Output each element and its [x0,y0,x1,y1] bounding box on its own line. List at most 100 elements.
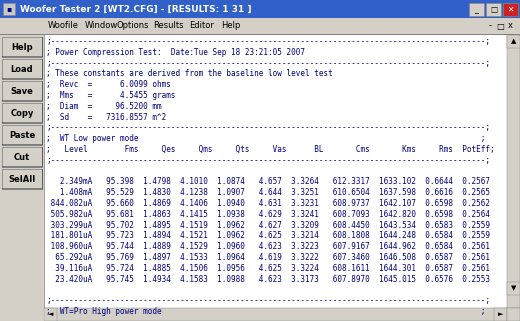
Bar [2,37,3,57]
Bar [2,169,42,189]
Bar [2,147,3,167]
Bar [2,125,3,145]
Bar [42,37,43,57]
Bar [2,37,42,38]
Bar [2,103,3,123]
Bar [2,166,42,167]
Text: ;  WT Low power mode                                                            : ; WT Low power mode [46,134,485,143]
Bar [42,147,43,167]
Text: ◄: ◄ [48,311,53,317]
Bar [2,81,42,82]
Text: ;-------------------------------------------------------------------------------: ;---------------------------------------… [46,59,490,68]
Bar [2,125,42,145]
Text: ►: ► [498,311,503,317]
Bar [2,122,42,123]
Bar [2,81,3,101]
Text: ;-------------------------------------------------------------------------------: ;---------------------------------------… [46,156,490,165]
Text: ;  WT=Pro High power mode                                                       : ; WT=Pro High power mode [46,307,485,316]
Bar [494,308,507,321]
Bar [2,125,42,126]
Bar [2,188,42,189]
Bar [2,147,42,167]
Bar [44,35,45,308]
Text: ; These constants are derived from the baseline low level test: ; These constants are derived from the b… [46,69,333,78]
Text: ;  Diam  =     96.5200 mm: ; Diam = 96.5200 mm [46,102,162,111]
Bar [2,169,3,189]
Bar [507,308,520,321]
Bar [2,37,42,57]
Bar [486,3,501,16]
Bar [2,147,42,167]
Bar [2,59,42,79]
Bar [2,37,42,57]
Bar [507,282,520,295]
Bar [2,144,42,145]
Text: Options: Options [116,22,149,30]
Text: _: _ [475,5,478,14]
Bar [2,81,42,101]
Bar [42,103,43,123]
Text: ▼: ▼ [511,285,516,291]
Text: Results: Results [153,22,184,30]
Text: 108.960uA   95.744  1.4889  4.1529  1.0960   4.623  3.3223   607.9167  1644.962 : 108.960uA 95.744 1.4889 4.1529 1.0960 4.… [46,242,490,251]
Bar [3,3,15,15]
Bar [0,0,520,18]
Text: x: x [508,22,513,30]
Text: ;-------------------------------------------------------------------------------: ;---------------------------------------… [46,123,490,132]
Bar [2,100,42,101]
Text: 65.292uA   95.769  1.4897  4.1533  1.0964   4.619  3.3222   607.3460  1646.508  : 65.292uA 95.769 1.4897 4.1533 1.0964 4.6… [46,253,490,262]
Bar [2,59,42,79]
Bar [42,59,43,79]
Text: Save: Save [10,86,33,96]
Text: Woofer Tester 2 [WT2.CFG] - [RESULTS: 1 31 ]: Woofer Tester 2 [WT2.CFG] - [RESULTS: 1 … [20,4,252,13]
Bar [2,169,42,189]
Text: ▲: ▲ [511,39,516,45]
Bar [507,35,520,308]
Text: 1.408mA   95.529  1.4830  4.1238  1.0907   4.644  3.3251   610.6504  1637.598  0: 1.408mA 95.529 1.4830 4.1238 1.0907 4.64… [46,188,490,197]
Bar [44,308,507,321]
Text: ▪: ▪ [6,4,11,13]
Bar [2,56,42,57]
Text: Paste: Paste [9,131,35,140]
Bar [0,18,520,34]
Bar [44,35,507,308]
Text: Cut: Cut [14,152,30,161]
Text: Editor: Editor [189,22,214,30]
Text: ;  Revc  =      6.0099 ohms: ; Revc = 6.0099 ohms [46,80,171,89]
Bar [0,308,44,321]
Text: ; Power Compression Test:  Date:Tue Sep 18 23:21:05 2007: ; Power Compression Test: Date:Tue Sep 1… [46,48,305,57]
Bar [42,81,43,101]
Bar [2,125,42,145]
Text: ;   Level        Fms     Qes     Qms     Qts     Vas      BL       Cms       Kms: ; Level Fms Qes Qms Qts Vas BL Cms Kms [46,145,495,154]
Bar [44,308,57,321]
Text: 181.801uA   95.723  1.4894  4.1521  1.0962   4.625  3.3214   608.1808  1644.248 : 181.801uA 95.723 1.4894 4.1521 1.0962 4.… [46,231,490,240]
Bar [2,103,42,123]
Text: ✕: ✕ [508,5,514,14]
Text: 844.082uA   95.660  1.4869  4.1406  1.0940   4.631  3.3231   608.9737  1642.107 : 844.082uA 95.660 1.4869 4.1406 1.0940 4.… [46,199,490,208]
Bar [0,34,520,35]
Bar [2,78,42,79]
Bar [503,3,518,16]
Text: 23.420uA   95.745  1.4934  4.1583  1.0988   4.623  3.3173   607.8970  1645.015  : 23.420uA 95.745 1.4934 4.1583 1.0988 4.6… [46,274,490,283]
Text: Woofile: Woofile [48,22,79,30]
Text: 505.982uA   95.681  1.4863  4.1415  1.0938   4.629  3.3241   608.7093  1642.820 : 505.982uA 95.681 1.4863 4.1415 1.0938 4.… [46,210,490,219]
Text: 303.299uA   95.702  1.4895  4.1519  1.0962   4.627  3.3209   608.4450  1643.534 : 303.299uA 95.702 1.4895 4.1519 1.0962 4.… [46,221,490,230]
Bar [2,59,42,60]
Text: ;  Sd    =   7316.8557 m^2: ; Sd = 7316.8557 m^2 [46,113,166,122]
Bar [2,81,42,101]
Text: -: - [488,22,491,30]
Bar [469,3,484,16]
Bar [2,59,3,79]
Bar [0,35,44,308]
Bar [2,169,42,170]
Text: 39.116uA   95.724  1.4885  4.1506  1.0956   4.625  3.3224   608.1611  1644.301  : 39.116uA 95.724 1.4885 4.1506 1.0956 4.6… [46,264,490,273]
Text: SelAll: SelAll [8,175,36,184]
Text: Help: Help [222,22,241,30]
Text: ;  Mms   =      4.5455 grams: ; Mms = 4.5455 grams [46,91,176,100]
Bar [42,169,43,189]
Text: Load: Load [11,65,33,74]
Text: ;-------------------------------------------------------------------------------: ;---------------------------------------… [46,296,490,305]
Text: □: □ [490,5,497,14]
Bar [2,103,42,123]
Bar [2,103,42,104]
